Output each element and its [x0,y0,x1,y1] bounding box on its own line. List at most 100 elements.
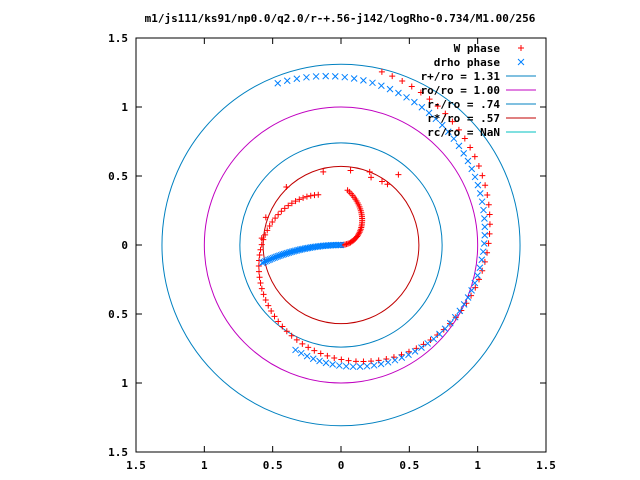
data-point [349,363,357,371]
x-tick-label: 1 [201,459,208,472]
data-point [288,332,295,339]
legend-label: drho phase [434,56,501,69]
data-point [257,279,264,286]
data-point [331,354,338,361]
y-tick-label: 0.5 [108,170,128,183]
data-point [451,313,459,321]
data-point [344,240,351,247]
data-point [456,307,464,315]
legend-label: rc/ro = NaN [427,126,500,139]
data-point [266,223,273,230]
data-point [324,352,331,359]
data-point [370,361,378,369]
data-point [293,75,301,83]
y-tick-label: 1 [121,101,128,114]
data-point [256,257,263,264]
legend-label: ro/ro = 1.00 [421,84,500,97]
data-point [386,85,394,93]
data-point [391,356,399,364]
data-point [322,72,330,80]
data-point [395,89,402,97]
data-point [256,274,263,281]
data-point [442,110,449,117]
y-tick-label: 1.5 [108,32,128,45]
data-point [285,202,292,209]
data-point [360,358,367,365]
axis-ticks: 1.5 1 0.5 0 0.5 1 1.51.510.500.511.5 [108,32,556,472]
data-point [292,346,299,354]
data-point [268,308,275,315]
data-point [279,323,286,330]
data-point [258,285,265,292]
data-point [331,73,339,80]
data-point [450,135,458,143]
data-point [281,205,288,212]
data-point [484,191,491,198]
data-point [265,302,272,309]
data-point [316,357,323,365]
data-point [296,196,303,203]
data-point [300,194,307,201]
data-point [368,174,375,181]
data-point [377,360,385,368]
data-point [467,144,474,151]
data-point [478,198,486,206]
data-point [464,294,472,301]
data-point [461,135,468,142]
data-point [278,208,285,215]
series-drho-phase [258,72,489,371]
data-point [481,215,488,222]
data-point [420,341,427,348]
data-point [405,351,412,359]
data-point [275,211,282,218]
data-point [480,240,488,247]
data-point [475,163,482,170]
data-point [408,83,415,90]
data-point [375,357,382,364]
data-point [436,330,443,338]
x-tick-label: 1 [474,459,481,472]
data-point [474,181,482,189]
data-point [474,272,481,279]
data-point [311,347,318,354]
data-points [255,68,493,371]
data-point [417,89,424,96]
data-point [418,103,426,111]
data-point [305,344,312,351]
data-point [481,223,489,231]
data-point [426,96,433,103]
data-point [476,264,484,272]
y-tick-label: 0 [121,239,128,252]
data-point [309,355,317,363]
data-point [460,300,468,308]
data-point [460,150,468,157]
data-point [471,279,479,287]
data-point [297,349,305,357]
series-w-phase [255,68,493,365]
data-point [480,206,487,214]
data-point [338,356,345,363]
data-point [258,259,266,267]
data-point [350,75,358,82]
data-point [468,292,475,299]
data-point [471,173,479,181]
data-point [486,230,493,237]
data-point [471,153,478,160]
data-point [283,184,290,191]
data-point [484,249,491,256]
data-point [257,246,264,253]
data-point [303,73,310,81]
data-point [363,362,371,370]
data-point [479,248,487,256]
legend-label: r-/ro = .74 [427,98,500,111]
data-point [425,109,433,117]
data-point [411,98,418,106]
data-point [260,291,267,298]
data-point [256,268,263,275]
chart-title: m1/js111/ks91/np0.0/q2.0/r-+.56-j142/log… [145,12,536,25]
data-point [441,325,449,333]
data-point [322,359,330,367]
data-point [403,93,410,101]
